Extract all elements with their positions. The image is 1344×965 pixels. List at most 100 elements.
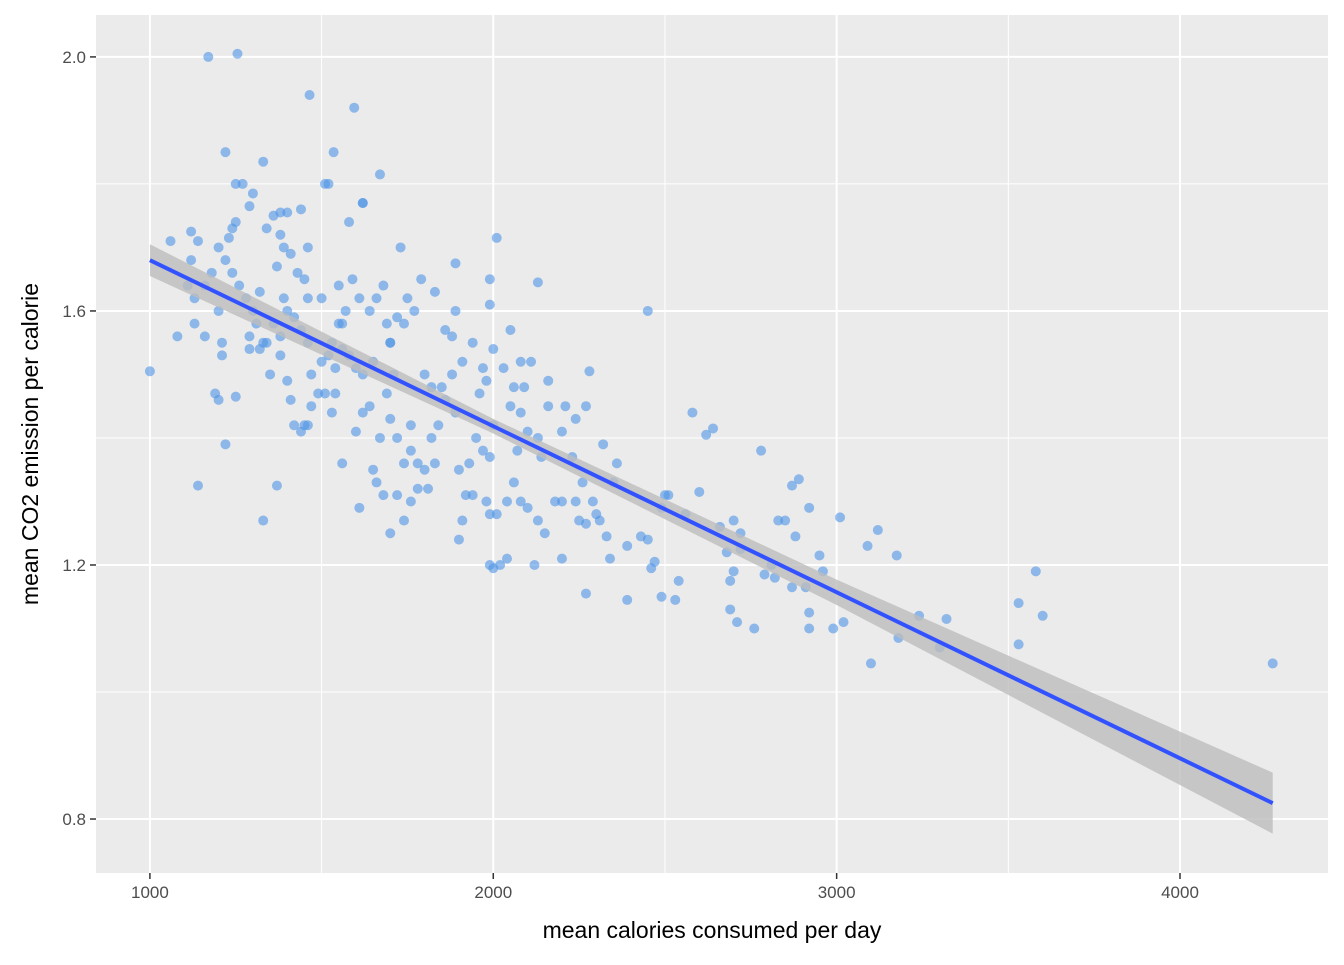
point — [189, 318, 200, 329]
point — [217, 337, 228, 348]
point — [223, 232, 234, 243]
point — [320, 178, 331, 189]
point — [268, 210, 279, 221]
point — [371, 477, 382, 488]
point — [580, 588, 591, 599]
point — [450, 258, 461, 269]
point — [725, 604, 736, 615]
point — [477, 445, 488, 456]
point — [656, 591, 667, 602]
point — [419, 369, 430, 380]
point — [350, 426, 361, 437]
point — [371, 293, 382, 304]
point — [543, 375, 554, 386]
point — [419, 464, 430, 475]
point — [505, 325, 516, 336]
point — [622, 594, 633, 605]
point — [199, 331, 210, 342]
point — [244, 344, 255, 355]
point — [357, 407, 368, 418]
point — [399, 515, 409, 526]
point — [261, 223, 272, 234]
point — [333, 280, 344, 291]
point — [385, 528, 396, 539]
point — [292, 267, 303, 278]
point — [234, 280, 245, 291]
point — [316, 293, 327, 304]
point — [701, 429, 712, 440]
point — [1013, 598, 1024, 609]
point — [759, 569, 770, 580]
point — [378, 490, 389, 501]
point — [316, 356, 327, 367]
point — [354, 502, 365, 513]
point — [872, 525, 883, 536]
point — [787, 480, 798, 491]
point — [405, 496, 416, 507]
point — [278, 242, 289, 253]
point — [244, 201, 255, 212]
point — [467, 337, 478, 348]
point — [285, 394, 296, 405]
point — [433, 420, 444, 431]
point — [304, 90, 315, 101]
point — [258, 337, 269, 348]
point — [220, 439, 231, 450]
point — [165, 236, 176, 247]
point — [865, 658, 876, 669]
point — [670, 594, 681, 605]
point — [532, 515, 543, 526]
point — [337, 458, 348, 469]
point — [570, 496, 581, 507]
point — [508, 477, 519, 488]
point — [611, 458, 622, 469]
y-axis-title: mean CO2 emission per calorie — [17, 283, 43, 605]
point — [484, 509, 495, 520]
point — [364, 305, 375, 316]
y-tick-label: 0.8 — [62, 810, 86, 829]
x-tick-label: 2000 — [474, 883, 512, 902]
point — [285, 248, 296, 259]
point — [495, 559, 506, 570]
point — [804, 502, 815, 513]
point — [254, 286, 265, 297]
marks — [144, 48, 1278, 834]
point — [349, 102, 360, 113]
point — [192, 480, 203, 491]
point — [491, 509, 502, 520]
point — [306, 369, 317, 380]
point — [594, 515, 605, 526]
point — [502, 553, 513, 564]
point — [447, 369, 458, 380]
point — [512, 445, 523, 456]
point — [278, 293, 289, 304]
point — [258, 156, 269, 167]
point — [328, 147, 339, 158]
point — [399, 318, 409, 329]
point — [392, 312, 403, 323]
point — [227, 267, 238, 278]
point — [787, 582, 798, 593]
point — [732, 617, 743, 628]
point — [186, 226, 197, 237]
point — [804, 623, 815, 634]
point — [230, 391, 241, 402]
point — [230, 178, 241, 189]
point — [532, 277, 543, 288]
point — [385, 337, 396, 348]
point — [354, 293, 365, 304]
point — [374, 169, 385, 180]
point — [186, 255, 197, 266]
y-tick-label: 1.2 — [62, 556, 86, 575]
point — [570, 413, 581, 424]
point — [560, 401, 571, 412]
point — [306, 401, 317, 412]
point — [282, 375, 293, 386]
point — [484, 274, 495, 285]
point — [302, 293, 313, 304]
y-tick-label: 2.0 — [62, 48, 86, 67]
point — [642, 305, 653, 316]
point — [471, 432, 482, 443]
point — [584, 366, 595, 377]
